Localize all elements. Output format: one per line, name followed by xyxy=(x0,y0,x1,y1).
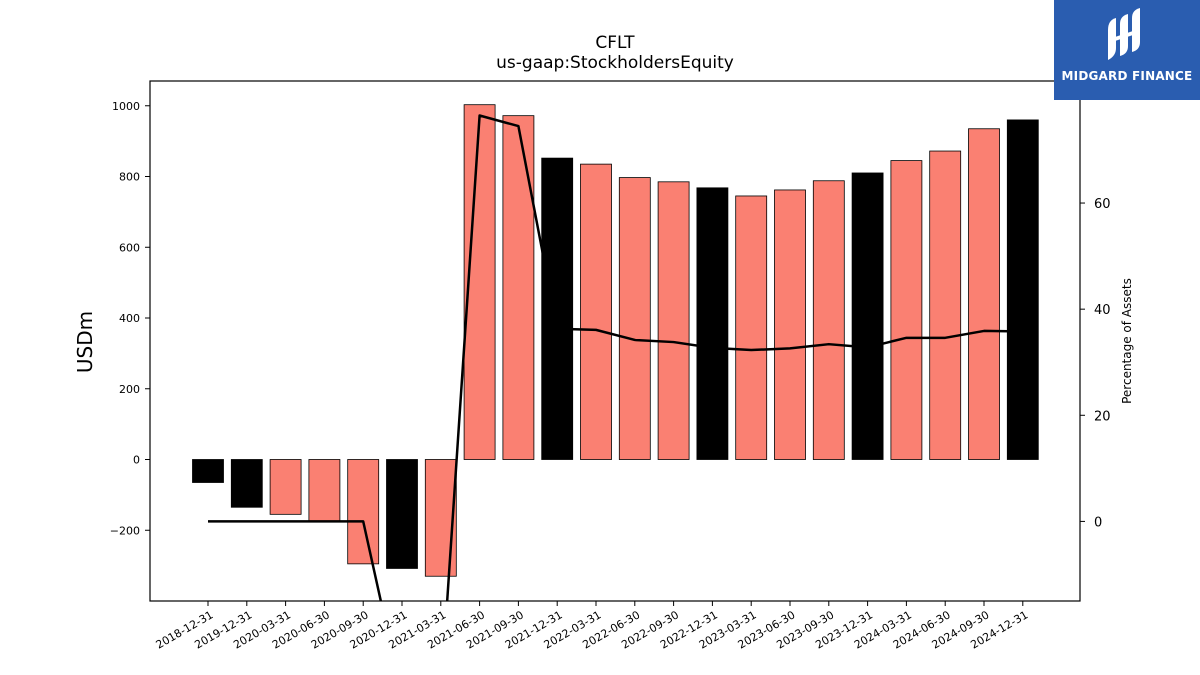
bar xyxy=(386,459,418,569)
logo-text: MIDGARD FINANCE xyxy=(1061,69,1193,83)
bar xyxy=(580,163,612,460)
y-right-tick-label: 20 xyxy=(1094,409,1111,424)
y-axis-right-label: Percentage of Assets xyxy=(1120,278,1134,404)
y-tick-label: 1000 xyxy=(112,100,140,113)
bar xyxy=(851,172,884,460)
midgard-logo-icon xyxy=(1108,8,1140,60)
bar xyxy=(502,115,535,460)
y-axis-left: −200 0 200 400 600 800 1000 xyxy=(110,100,150,537)
percent-of-assets-line xyxy=(208,114,1023,601)
bar xyxy=(890,160,923,460)
bar xyxy=(192,459,224,483)
bar xyxy=(774,189,806,460)
chart-title: CFLT xyxy=(595,33,635,53)
y-axis-right: 0 20 40 60 xyxy=(1080,197,1111,530)
bar xyxy=(541,157,574,460)
y-right-tick-label: 40 xyxy=(1094,303,1111,318)
bar xyxy=(929,150,962,460)
bar xyxy=(618,177,651,460)
y-tick-label: 200 xyxy=(119,383,140,396)
bar xyxy=(308,459,341,522)
percent-line-layer xyxy=(208,114,1023,601)
y-tick-label: 600 xyxy=(119,241,140,254)
bars xyxy=(192,104,1039,577)
bar xyxy=(812,180,845,460)
y-tick-label: −200 xyxy=(110,524,140,537)
y-tick-label: 400 xyxy=(119,312,140,325)
y-right-tick-label: 60 xyxy=(1094,197,1111,212)
y-right-tick-label: 0 xyxy=(1094,515,1102,530)
y-tick-label: 800 xyxy=(119,171,140,184)
bar xyxy=(657,181,690,460)
bar xyxy=(230,459,263,508)
bar xyxy=(735,195,768,460)
y-axis-label: USDm xyxy=(73,311,97,373)
logo-badge: MIDGARD FINANCE xyxy=(1054,0,1200,100)
y-tick-label: 0 xyxy=(133,454,140,467)
bar xyxy=(347,459,380,565)
plot-frame xyxy=(149,80,1081,602)
chart-subtitle: us-gaap:StockholdersEquity xyxy=(496,53,734,73)
plot-border xyxy=(149,80,1081,602)
bar xyxy=(968,128,1000,460)
bar xyxy=(269,459,302,515)
bar xyxy=(696,187,729,460)
bar xyxy=(1006,119,1039,460)
x-axis: 2018-12-312019-12-312020-03-312020-06-30… xyxy=(154,601,1030,652)
